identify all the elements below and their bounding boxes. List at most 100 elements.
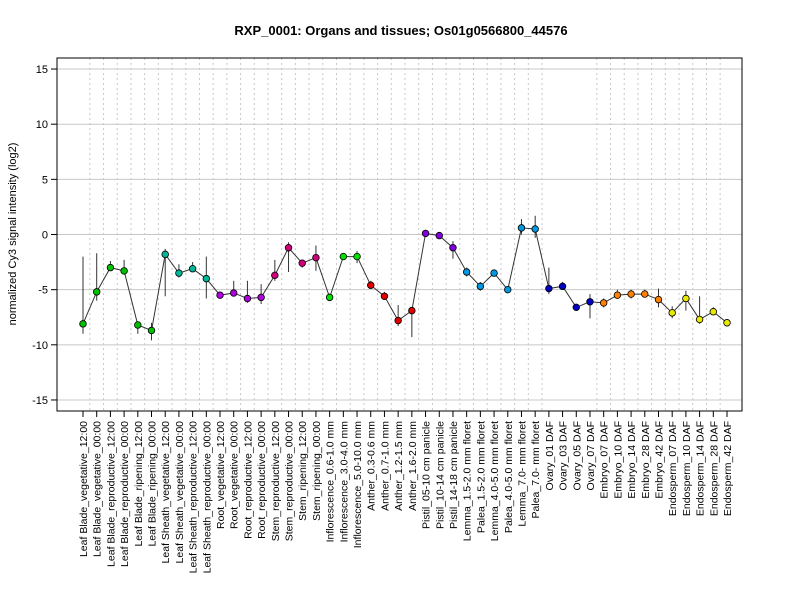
x-tick-label: Stem_ripening_00:00 [311, 421, 323, 521]
x-tick-label: Palea_1.5-2.0 mm floret [475, 421, 487, 533]
data-point [723, 319, 731, 327]
data-point [558, 282, 567, 291]
x-tick-label: Leaf Sheath_vegetative_12:00 [160, 421, 172, 564]
x-tick-label: Anther_1.6-2.0 mm [407, 421, 419, 511]
data-point [202, 274, 211, 283]
x-tick-label: Leaf Blade_ripening_00:00 [147, 421, 159, 547]
data-point [380, 292, 389, 300]
data-point [504, 285, 512, 294]
x-tick-label: Leaf Sheath_vegetative_00:00 [174, 421, 186, 564]
x-tick-label: Stem_reproductive_12:00 [270, 421, 282, 541]
x-tick-label: Pistil_10-14 cm panicle [434, 421, 446, 529]
x-tick-label: Ovary_01 DAF [544, 421, 556, 490]
y-axis: -15 -10 -5 0 5 10 15 [32, 64, 57, 407]
data-point [312, 253, 320, 262]
x-tick-label: Endosperm_28 DAF [708, 421, 720, 516]
x-tick-label: Lemma_4.0-5.0 mm floret [489, 421, 501, 541]
data-point [709, 308, 717, 316]
x-tick-label: Embryo_07 DAF [599, 421, 611, 499]
y-tick-label: 5 [42, 174, 48, 186]
data-point [517, 224, 526, 232]
y-tick-label: -10 [32, 340, 48, 352]
data-point [134, 321, 142, 329]
data-point [243, 294, 252, 303]
grid [57, 68, 742, 401]
data-point [367, 281, 375, 289]
data-point [79, 320, 87, 328]
x-tick-label: Root_vegetative_12:00 [215, 421, 227, 529]
y-tick-label: 0 [42, 230, 48, 242]
data-point [476, 282, 485, 291]
x-tick-label: Inflorescence_0.6-1.0 mm [325, 421, 337, 543]
x-axis: Leaf Blade_vegetative_12:00 Leaf Blade_ve… [78, 411, 734, 573]
data-point [257, 293, 265, 302]
data-point [421, 229, 430, 238]
data-point [271, 271, 279, 280]
x-tick-label: Endosperm_42 DAF [722, 421, 734, 516]
y-tick-label: -5 [38, 285, 48, 297]
chart-title: RXP_0001: Organs and tissues; Os01g05668… [234, 23, 567, 38]
data-point [572, 303, 580, 312]
data-point [531, 225, 539, 233]
x-tick-label: Stem_reproductive_00:00 [284, 421, 296, 541]
x-tick-label: Embryo_28 DAF [640, 421, 652, 499]
data-point [106, 263, 115, 272]
data-point [545, 284, 553, 293]
data-point [353, 252, 361, 261]
x-tick-label: Palea_7.0- mm floret [530, 421, 542, 519]
data-point [230, 289, 238, 297]
data-point [586, 298, 594, 306]
data-point [599, 299, 608, 307]
y-tick-label: 10 [36, 119, 48, 131]
data-point [120, 267, 128, 275]
x-tick-label: Leaf Blade_ripening_12:00 [133, 421, 145, 547]
x-tick-label: Anther_0.3-0.6 mm [366, 421, 378, 511]
data-point [325, 293, 334, 302]
data-point [161, 250, 169, 259]
data-point [695, 315, 704, 324]
x-tick-label: Root_vegetative_00:00 [229, 421, 241, 529]
x-tick-label: Lemma_1.5-2.0 mm floret [462, 421, 474, 541]
x-tick-label: Anther_1.2-1.5 mm [393, 421, 405, 511]
x-tick-label: Inflorescence_5.0-10.0 mm [352, 421, 364, 548]
data-point [298, 259, 306, 267]
data-point [641, 290, 649, 298]
data-points [79, 224, 731, 335]
x-tick-label: Embryo_42 DAF [653, 421, 665, 499]
data-point [654, 295, 663, 304]
x-tick-label: Inflorescence_3.0-4.0 mm [338, 421, 350, 543]
data-point [284, 244, 293, 252]
data-point [394, 316, 402, 325]
y-axis-label: normalized Cy3 signal intensity (log2) [7, 143, 19, 326]
data-point [435, 231, 443, 240]
x-tick-label: Leaf Blade_reproductive_00:00 [119, 421, 131, 567]
y-tick-label: 15 [36, 64, 48, 76]
data-point [462, 268, 471, 276]
x-tick-label: Ovary_07 DAF [585, 421, 597, 490]
x-tick-label: Anther_0.7-1.0 mm [379, 421, 391, 511]
x-tick-label: Stem_ripening_12:00 [297, 421, 309, 521]
x-tick-label: Leaf Sheath_reproductive_12:00 [188, 421, 200, 574]
data-point [147, 326, 156, 335]
data-point [339, 252, 348, 261]
x-tick-label: Root_reproductive_00:00 [256, 421, 268, 539]
x-tick-label: Endosperm_10 DAF [681, 421, 693, 516]
y-tick-label: -15 [32, 395, 48, 407]
x-tick-label: Leaf Blade_vegetative_00:00 [92, 421, 104, 557]
x-tick-label: Lemma_7.0- mm floret [516, 421, 528, 527]
x-tick-label: Leaf Blade_vegetative_12:00 [78, 421, 90, 557]
x-tick-label: Pistil_05-10 cm panicle [421, 421, 433, 529]
data-point [449, 244, 457, 252]
x-tick-label: Leaf Blade_reproductive_12:00 [105, 421, 117, 567]
x-tick-label: Palea_4.0-5.0 mm floret [503, 421, 515, 533]
x-tick-label: Pistil_14-18 cm panicle [448, 421, 460, 529]
data-point [627, 290, 635, 298]
data-point [613, 291, 622, 299]
data-point [682, 294, 690, 303]
x-tick-label: Ovary_05 DAF [571, 421, 583, 490]
data-point [490, 269, 498, 277]
x-tick-label: Embryo_10 DAF [612, 421, 624, 499]
data-point [188, 264, 197, 273]
x-tick-label: Endosperm_14 DAF [695, 421, 707, 516]
